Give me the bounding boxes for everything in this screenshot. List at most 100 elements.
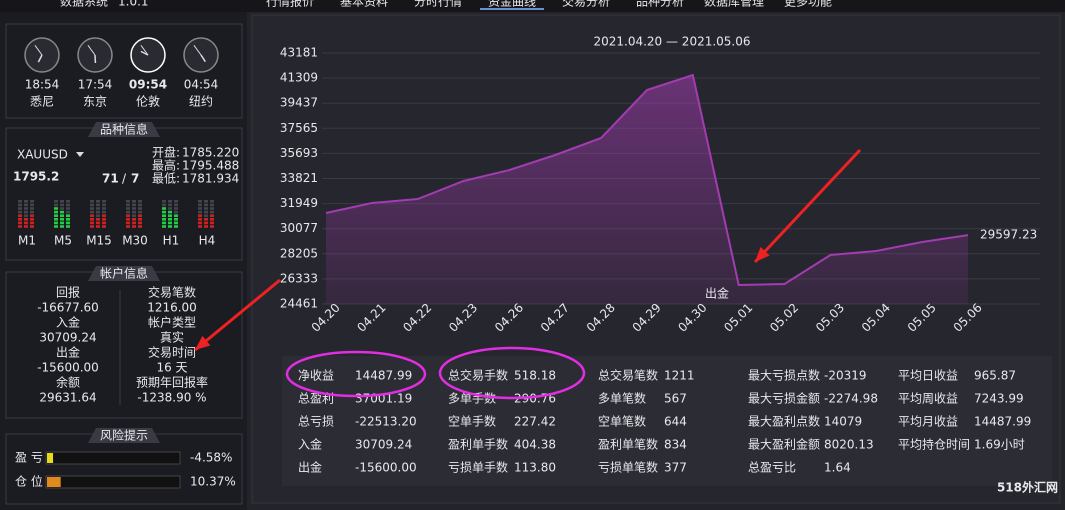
nav-tab[interactable]: 基本资料 [340, 0, 388, 9]
signal-cell [168, 225, 172, 228]
signal-cell [60, 210, 64, 214]
stat-value: 113.80 [514, 461, 556, 475]
stat-label: 平均月收益 [898, 415, 958, 429]
stat-label: 空单手数 [448, 414, 496, 429]
signal-cell [198, 200, 202, 203]
signal-cell [126, 207, 130, 210]
account-value: -16677.60 [37, 301, 99, 315]
signal-cell [54, 225, 58, 228]
signal-cell [18, 203, 22, 207]
end-value-label: 29597.23 [980, 228, 1037, 242]
timeframe[interactable]: H1 [163, 234, 180, 248]
signal-cell [96, 214, 100, 217]
signal-cell [198, 203, 202, 207]
signal-cell [210, 200, 214, 203]
timeframe[interactable]: M1 [18, 234, 36, 248]
signal-cell [138, 203, 142, 207]
quote-value: 1781.934 [182, 172, 239, 186]
stat-label: 总盈利 [298, 392, 334, 406]
price-sep: / [122, 172, 127, 186]
clock-time: 17:54 [78, 78, 113, 92]
signal-cell [162, 214, 166, 217]
account-label: 预期年回报率 [136, 375, 208, 390]
timeframe[interactable]: M5 [54, 234, 72, 248]
signal-cell [60, 214, 64, 217]
signal-cell [24, 203, 28, 207]
stat-label: 平均持仓时间 [898, 437, 970, 452]
signal-cell [168, 200, 172, 203]
nav-tab[interactable]: 行情报价 [266, 0, 314, 9]
signal-cell [102, 200, 106, 203]
section-title: 帐户信息 [100, 266, 148, 281]
signal-cell [132, 210, 136, 214]
signal-cell [132, 221, 136, 225]
signal-cell [18, 200, 22, 203]
signal-cell [90, 214, 94, 217]
highlight [285, 350, 427, 398]
signal-cell [66, 200, 70, 203]
risk-value: -4.58% [190, 451, 232, 465]
signal-cell [54, 210, 58, 214]
nav-tab[interactable]: 更多功能 [784, 0, 832, 9]
symbol-name[interactable]: XAUUSD [17, 148, 68, 162]
signal-cell [168, 210, 172, 214]
signal-cell [30, 200, 34, 203]
stat-label: 盈利单笔数 [598, 437, 658, 452]
timeframe[interactable]: H4 [199, 234, 216, 248]
signal-cell [24, 207, 28, 210]
nav-tab[interactable]: 资金曲线 [488, 0, 536, 9]
signal-cell [60, 225, 64, 228]
y-tick-label: 31949 [280, 196, 318, 210]
nav-tab[interactable]: 品种分析 [636, 0, 684, 9]
signal-cell [126, 203, 130, 207]
y-tick-label: 26333 [280, 271, 318, 285]
stat-value: 30709.24 [355, 438, 412, 452]
nav-tab[interactable]: 分时行情 [414, 0, 462, 9]
stat-label: 总交易笔数 [598, 368, 658, 383]
stat-label: 总亏损 [298, 415, 334, 429]
signal-cell [126, 225, 130, 228]
stat-value: 1.69小时 [974, 438, 1025, 452]
signal-cell [90, 210, 94, 214]
quote-label: 最低: [152, 172, 180, 186]
signal-cell [174, 210, 178, 214]
timeframe[interactable]: M30 [122, 234, 148, 248]
stat-value: 1.64 [824, 461, 851, 475]
symbol-dropdown[interactable] [76, 152, 84, 157]
stat-label: 最大亏损点数 [748, 368, 820, 383]
signal-cell [198, 221, 202, 225]
signal-cell [66, 214, 70, 217]
signal-cell [30, 203, 34, 207]
quote-value: 1795.488 [182, 159, 239, 173]
risk-label: 仓 位 [15, 474, 43, 489]
timeframe[interactable]: M15 [86, 234, 112, 248]
clock-time: 04:54 [184, 78, 219, 92]
account-label: 回报 [56, 285, 80, 300]
signal-cell [126, 214, 130, 217]
stat-label: 最大盈利金额 [748, 437, 820, 452]
price: 1795.2 [13, 170, 59, 184]
signal-cell [54, 207, 58, 210]
signal-cell [138, 200, 142, 203]
y-tick-label: 28205 [280, 246, 318, 260]
signal-cell [24, 225, 28, 228]
signal-cell [198, 225, 202, 228]
signal-cell [18, 225, 22, 228]
signal-cell [198, 210, 202, 214]
stat-label: 空单笔数 [598, 414, 646, 429]
clock-hour-hand [37, 54, 43, 63]
clock-panel [5, 23, 243, 119]
arrow-head [195, 335, 211, 350]
clock-minute-hand [34, 44, 43, 56]
signal-cell [126, 221, 130, 225]
signal-cell [132, 203, 136, 207]
nav-tab[interactable]: 数据库管理 [704, 0, 764, 9]
signal-cell [24, 221, 28, 225]
account-label: 帐户类型 [148, 315, 196, 330]
signal-cell [102, 210, 106, 214]
stat-value: 965.87 [974, 369, 1016, 383]
signal-cell [168, 218, 172, 221]
stat-label: 总交易手数 [448, 368, 508, 383]
nav-tab[interactable]: 交易分析 [562, 0, 610, 9]
signal-cell [24, 214, 28, 217]
